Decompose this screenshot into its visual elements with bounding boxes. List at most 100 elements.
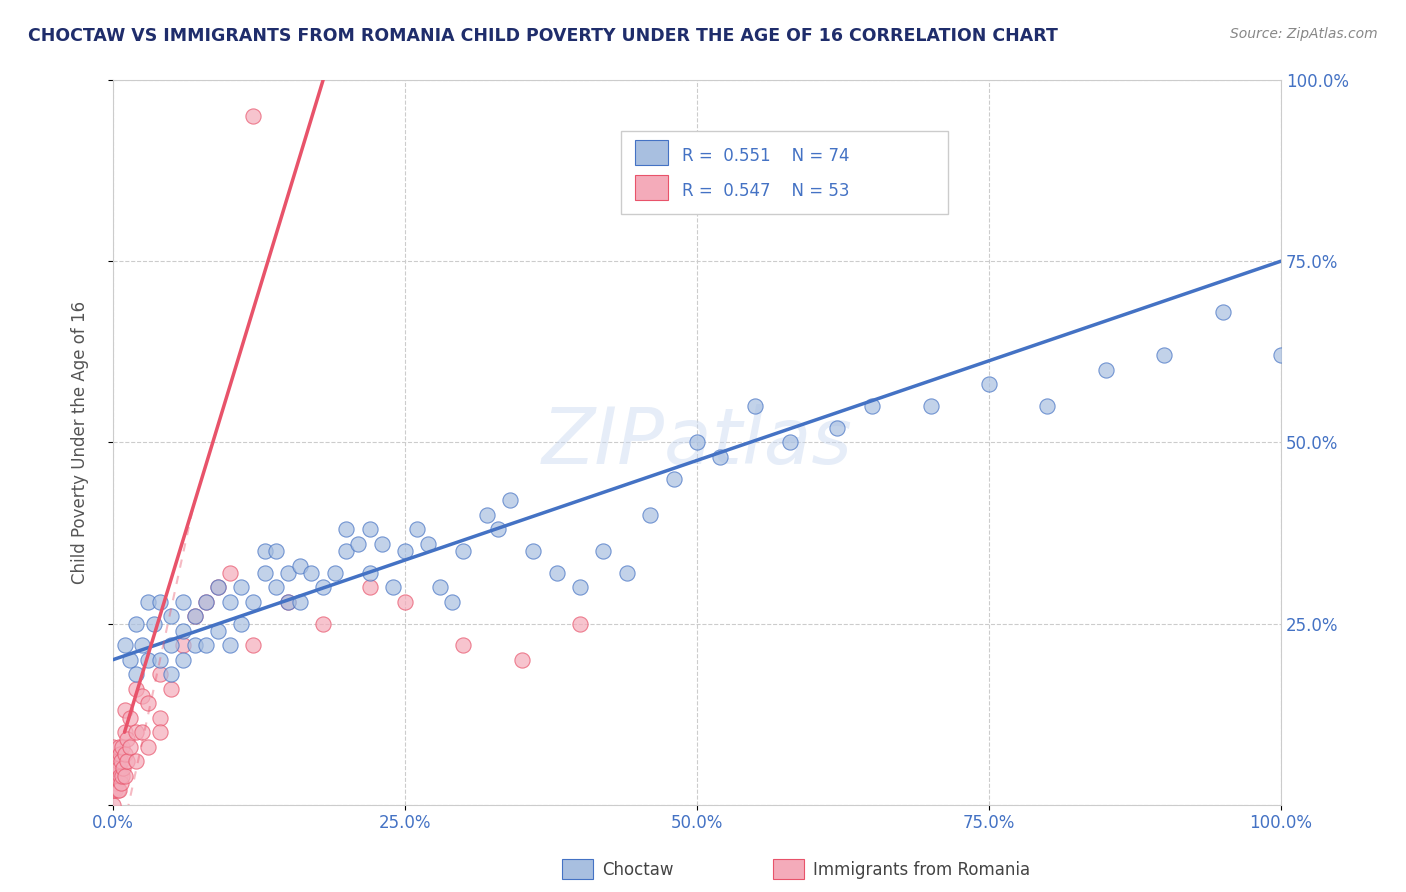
Point [242, 595, 264, 609]
Point [522, 544, 544, 558]
Point [475, 508, 498, 522]
Point [101, 754, 124, 768]
Point [183, 609, 205, 624]
Point [499, 493, 522, 508]
Bar [636, 140, 668, 165]
Point [569, 616, 592, 631]
Point [394, 544, 416, 558]
Point [110, 754, 132, 768]
Point [359, 522, 381, 536]
Point [207, 580, 229, 594]
Y-axis label: Child Poverty Under the Age of 16: Child Poverty Under the Age of 16 [72, 301, 89, 584]
Point [160, 638, 183, 652]
Point [1094, 363, 1116, 377]
Point [370, 537, 392, 551]
Bar [621, 131, 948, 214]
Point [101, 797, 124, 812]
Point [405, 522, 427, 536]
Point [486, 522, 509, 536]
Point [1036, 399, 1059, 413]
Point [335, 544, 357, 558]
Point [107, 754, 129, 768]
Point [569, 580, 592, 594]
Point [125, 725, 148, 739]
Point [312, 580, 335, 594]
Point [288, 595, 311, 609]
Point [616, 566, 638, 580]
Point [207, 580, 229, 594]
Point [394, 595, 416, 609]
Text: R =  0.551    N = 74: R = 0.551 N = 74 [682, 147, 849, 165]
Point [1153, 348, 1175, 362]
Text: Immigrants from Romania: Immigrants from Romania [813, 861, 1029, 879]
Point [920, 399, 942, 413]
Point [114, 725, 136, 739]
Text: Source: ZipAtlas.com: Source: ZipAtlas.com [1230, 27, 1378, 41]
Point [172, 638, 194, 652]
Point [195, 595, 218, 609]
Point [1270, 348, 1292, 362]
Point [172, 653, 194, 667]
Point [347, 537, 370, 551]
Point [242, 638, 264, 652]
Point [195, 638, 218, 652]
Point [183, 609, 205, 624]
Point [104, 761, 127, 775]
Point [382, 580, 405, 594]
Point [312, 616, 335, 631]
Point [231, 580, 253, 594]
Point [115, 732, 138, 747]
Point [253, 544, 276, 558]
Point [860, 399, 883, 413]
Point [779, 435, 801, 450]
Point [709, 450, 731, 464]
Point [148, 595, 170, 609]
Point [359, 580, 381, 594]
Point [977, 377, 1000, 392]
Point [120, 653, 142, 667]
Point [160, 681, 183, 696]
Point [148, 711, 170, 725]
Point [266, 544, 288, 558]
Point [277, 595, 299, 609]
Point [136, 595, 159, 609]
Point [744, 399, 766, 413]
Point [125, 754, 148, 768]
Point [218, 566, 240, 580]
Text: CHOCTAW VS IMMIGRANTS FROM ROMANIA CHILD POVERTY UNDER THE AGE OF 16 CORRELATION: CHOCTAW VS IMMIGRANTS FROM ROMANIA CHILD… [28, 27, 1057, 45]
Point [120, 739, 142, 754]
Point [323, 566, 346, 580]
Point [148, 725, 170, 739]
Point [277, 566, 299, 580]
Point [107, 783, 129, 797]
Point [101, 783, 124, 797]
Point [120, 711, 142, 725]
Point [131, 689, 153, 703]
Point [111, 769, 134, 783]
Bar [636, 175, 668, 200]
Point [172, 595, 194, 609]
Point [148, 667, 170, 681]
Point [1212, 305, 1234, 319]
Point [131, 725, 153, 739]
Point [114, 638, 136, 652]
Point [125, 681, 148, 696]
Point [125, 616, 148, 631]
Point [218, 638, 240, 652]
Point [114, 747, 136, 761]
Point [335, 522, 357, 536]
Point [110, 776, 132, 790]
Point [277, 595, 299, 609]
Text: ZIPatlas: ZIPatlas [541, 404, 852, 480]
Point [453, 544, 475, 558]
Point [195, 595, 218, 609]
Point [104, 783, 127, 797]
Point [510, 653, 533, 667]
Point [107, 783, 129, 797]
Point [231, 616, 253, 631]
Point [546, 566, 568, 580]
Point [207, 624, 229, 638]
Point [136, 696, 159, 710]
Point [686, 435, 709, 450]
Point [440, 595, 463, 609]
